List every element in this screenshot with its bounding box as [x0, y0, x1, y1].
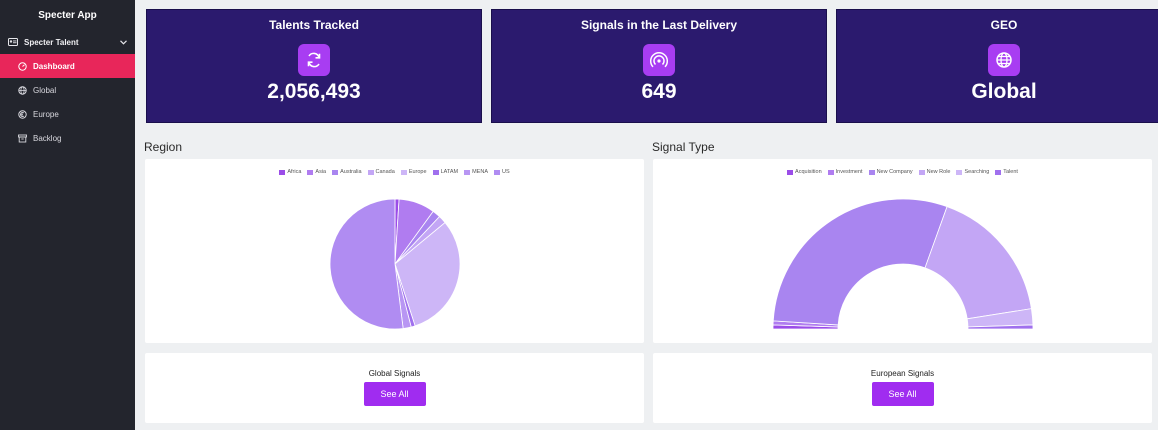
legend-swatch	[307, 169, 314, 175]
globe-icon	[988, 44, 1020, 76]
section-title-signal-type: Signal Type	[652, 140, 715, 154]
legend-item-investment[interactable]: Investment	[827, 169, 863, 175]
stat-value: 2,056,493	[267, 80, 361, 103]
slice-new-company[interactable]	[772, 198, 948, 326]
sidebar: Specter App Specter Talent Dashboard Glo…	[0, 0, 135, 430]
legend-item-new-company[interactable]: New Company	[868, 169, 913, 175]
legend-swatch	[332, 169, 339, 175]
signal-type-doughnut-chart	[772, 198, 1034, 330]
stat-card-signals: Signals in the Last Delivery 649	[491, 9, 827, 123]
sidebar-item-label: Europe	[33, 109, 59, 119]
legend-item-searching[interactable]: Searching	[956, 169, 989, 175]
sidebar-group-label: Specter Talent	[24, 37, 79, 47]
app-title: Specter App	[38, 9, 97, 21]
sidebar-item-dashboard[interactable]: Dashboard	[0, 54, 135, 78]
stat-card-geo: GEO Global	[836, 9, 1158, 123]
stat-value: Global	[971, 80, 1037, 103]
slice-us[interactable]	[329, 198, 404, 330]
sidebar-item-label: Backlog	[33, 133, 62, 143]
slice-new-role[interactable]	[924, 206, 1032, 320]
legend-label: Acquisition	[795, 169, 822, 175]
legend-swatch	[918, 169, 925, 175]
legend-item-canada[interactable]: Canada	[367, 169, 395, 175]
legend-label: Talent	[1003, 169, 1018, 175]
main-content: Talents Tracked 2,056,493 Signals in the…	[135, 0, 1158, 430]
stat-value: 649	[641, 80, 677, 103]
europe-icon	[18, 109, 27, 119]
legend-label: US	[501, 169, 510, 175]
legend-swatch	[787, 169, 794, 175]
legend-label: MENA	[472, 169, 488, 175]
sidebar-item-label: Dashboard	[33, 61, 75, 71]
legend-item-africa[interactable]: Africa	[279, 169, 301, 175]
sidebar-item-europe[interactable]: Europe	[0, 102, 135, 126]
stat-title: Signals in the Last Delivery	[580, 18, 738, 32]
global-signals-title: Global Signals	[368, 369, 421, 378]
legend-swatch	[956, 169, 963, 175]
globe-icon	[18, 85, 27, 95]
chevron-down-icon	[120, 38, 127, 47]
legend-label: LATAM	[440, 169, 459, 175]
global-signals-card: Global Signals See All	[145, 353, 644, 423]
legend-item-australia[interactable]: Australia	[332, 169, 362, 175]
european-signals-card: European Signals See All	[653, 353, 1152, 423]
legend-label: New Company	[876, 169, 913, 175]
legend-swatch	[868, 169, 875, 175]
stat-title: GEO	[990, 18, 1018, 32]
sidebar-item-global[interactable]: Global	[0, 78, 135, 102]
signal-type-chart-card: Acquisition Investment New Company New Role…	[653, 159, 1152, 343]
european-signals-title: European Signals	[870, 369, 935, 378]
legend-swatch	[464, 169, 471, 175]
region-pie-chart	[329, 198, 461, 330]
legend-item-asia[interactable]: Asia	[307, 169, 326, 175]
european-see-all-button[interactable]: See All	[871, 382, 934, 406]
legend-item-europe[interactable]: Europe	[400, 169, 427, 175]
sidebar-group-specter-talent[interactable]: Specter Talent	[0, 30, 135, 54]
slice-europe[interactable]	[394, 222, 461, 327]
legend-label: Asia	[315, 169, 327, 175]
legend-label: Investment	[835, 169, 863, 175]
legend-label: Europe	[408, 169, 427, 175]
legend-swatch	[279, 169, 286, 175]
legend-item-us[interactable]: US	[493, 169, 510, 175]
legend-label: Canada	[375, 169, 395, 175]
legend-item-mena[interactable]: MENA	[464, 169, 488, 175]
legend-item-latam[interactable]: LATAM	[432, 169, 459, 175]
slice-talent[interactable]	[967, 324, 1034, 330]
region-legend: Africa Asia Australia Canada Europe LATAM MENA…	[145, 169, 644, 175]
legend-label: Searching	[964, 169, 990, 175]
signal-icon	[643, 44, 675, 76]
refresh-icon	[298, 44, 330, 76]
sidebar-item-label: Global	[33, 85, 57, 95]
signal-type-legend: Acquisition Investment New Company New Role…	[653, 169, 1152, 175]
sidebar-item-backlog[interactable]: Backlog	[0, 126, 135, 150]
region-chart-card: Africa Asia Australia Canada Europe LATAM MENA…	[145, 159, 644, 343]
legend-label: Australia	[340, 169, 362, 175]
legend-item-new-role[interactable]: New Role	[918, 169, 951, 175]
backlog-icon	[18, 134, 27, 143]
global-see-all-button[interactable]: See All	[363, 382, 426, 406]
legend-label: Africa	[287, 169, 302, 175]
id-card-icon	[8, 38, 18, 46]
stat-card-talents-tracked: Talents Tracked 2,056,493	[146, 9, 482, 123]
legend-item-acquisition[interactable]: Acquisition	[787, 169, 822, 175]
legend-item-talent[interactable]: Talent	[995, 169, 1018, 175]
legend-label: New Role	[926, 169, 951, 175]
section-title-region: Region	[144, 140, 183, 154]
legend-swatch	[432, 169, 439, 175]
legend-swatch	[995, 169, 1002, 175]
legend-swatch	[493, 169, 500, 175]
stat-title: Talents Tracked	[269, 18, 359, 32]
dashboard-icon	[18, 61, 27, 71]
legend-swatch	[400, 169, 407, 175]
legend-swatch	[367, 169, 374, 175]
legend-swatch	[827, 169, 834, 175]
